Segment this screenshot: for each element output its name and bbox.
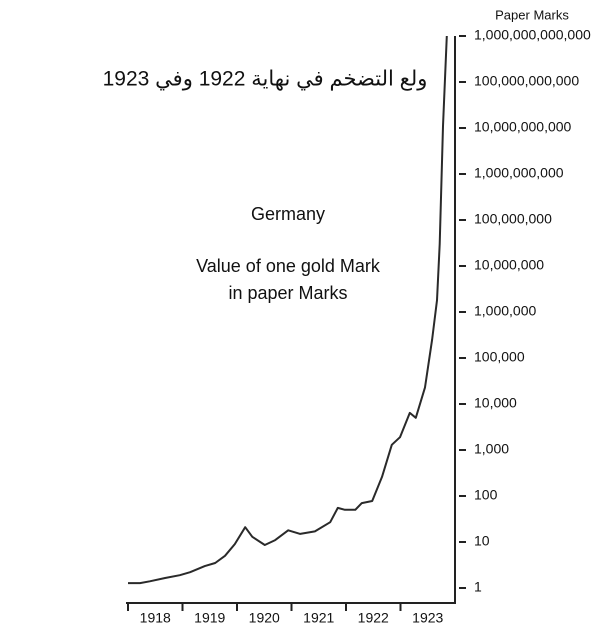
x-tick-label: 1919 [194, 610, 225, 626]
y-tick-label: 100,000,000,000 [474, 73, 579, 89]
y-tick-label: 100 [474, 487, 498, 503]
y-tick-label: 10,000 [474, 395, 517, 411]
y-tick-label: 1,000,000 [474, 303, 536, 319]
y-tick-label: 1,000 [474, 441, 509, 457]
y-tick-label: 100,000,000 [474, 211, 552, 227]
x-tick-label: 1921 [303, 610, 334, 626]
x-tick-label: 1920 [249, 610, 280, 626]
x-tick-label: 1923 [412, 610, 443, 626]
y-tick-label: 1,000,000,000,000 [474, 27, 591, 43]
y-tick-label: 10,000,000,000 [474, 119, 572, 135]
y-tick-label: 1 [474, 579, 482, 595]
x-tick-label: 1922 [358, 610, 389, 626]
line [128, 35, 448, 585]
annotation: in paper Marks [228, 283, 347, 303]
y-axis-label: Paper Marks [495, 7, 569, 22]
x-tick-label: 1918 [140, 610, 171, 626]
annotation: Value of one gold Mark [196, 256, 381, 276]
chart-title: ولع التضخم في نهاية 1922 وفي 1923 [103, 68, 428, 92]
y-tick-label: 100,000 [474, 349, 525, 365]
annotation: Germany [251, 204, 325, 224]
y-tick-label: 10 [474, 533, 490, 549]
y-tick-label: 10,000,000 [474, 257, 544, 273]
y-tick-label: 1,000,000,000 [474, 165, 564, 181]
